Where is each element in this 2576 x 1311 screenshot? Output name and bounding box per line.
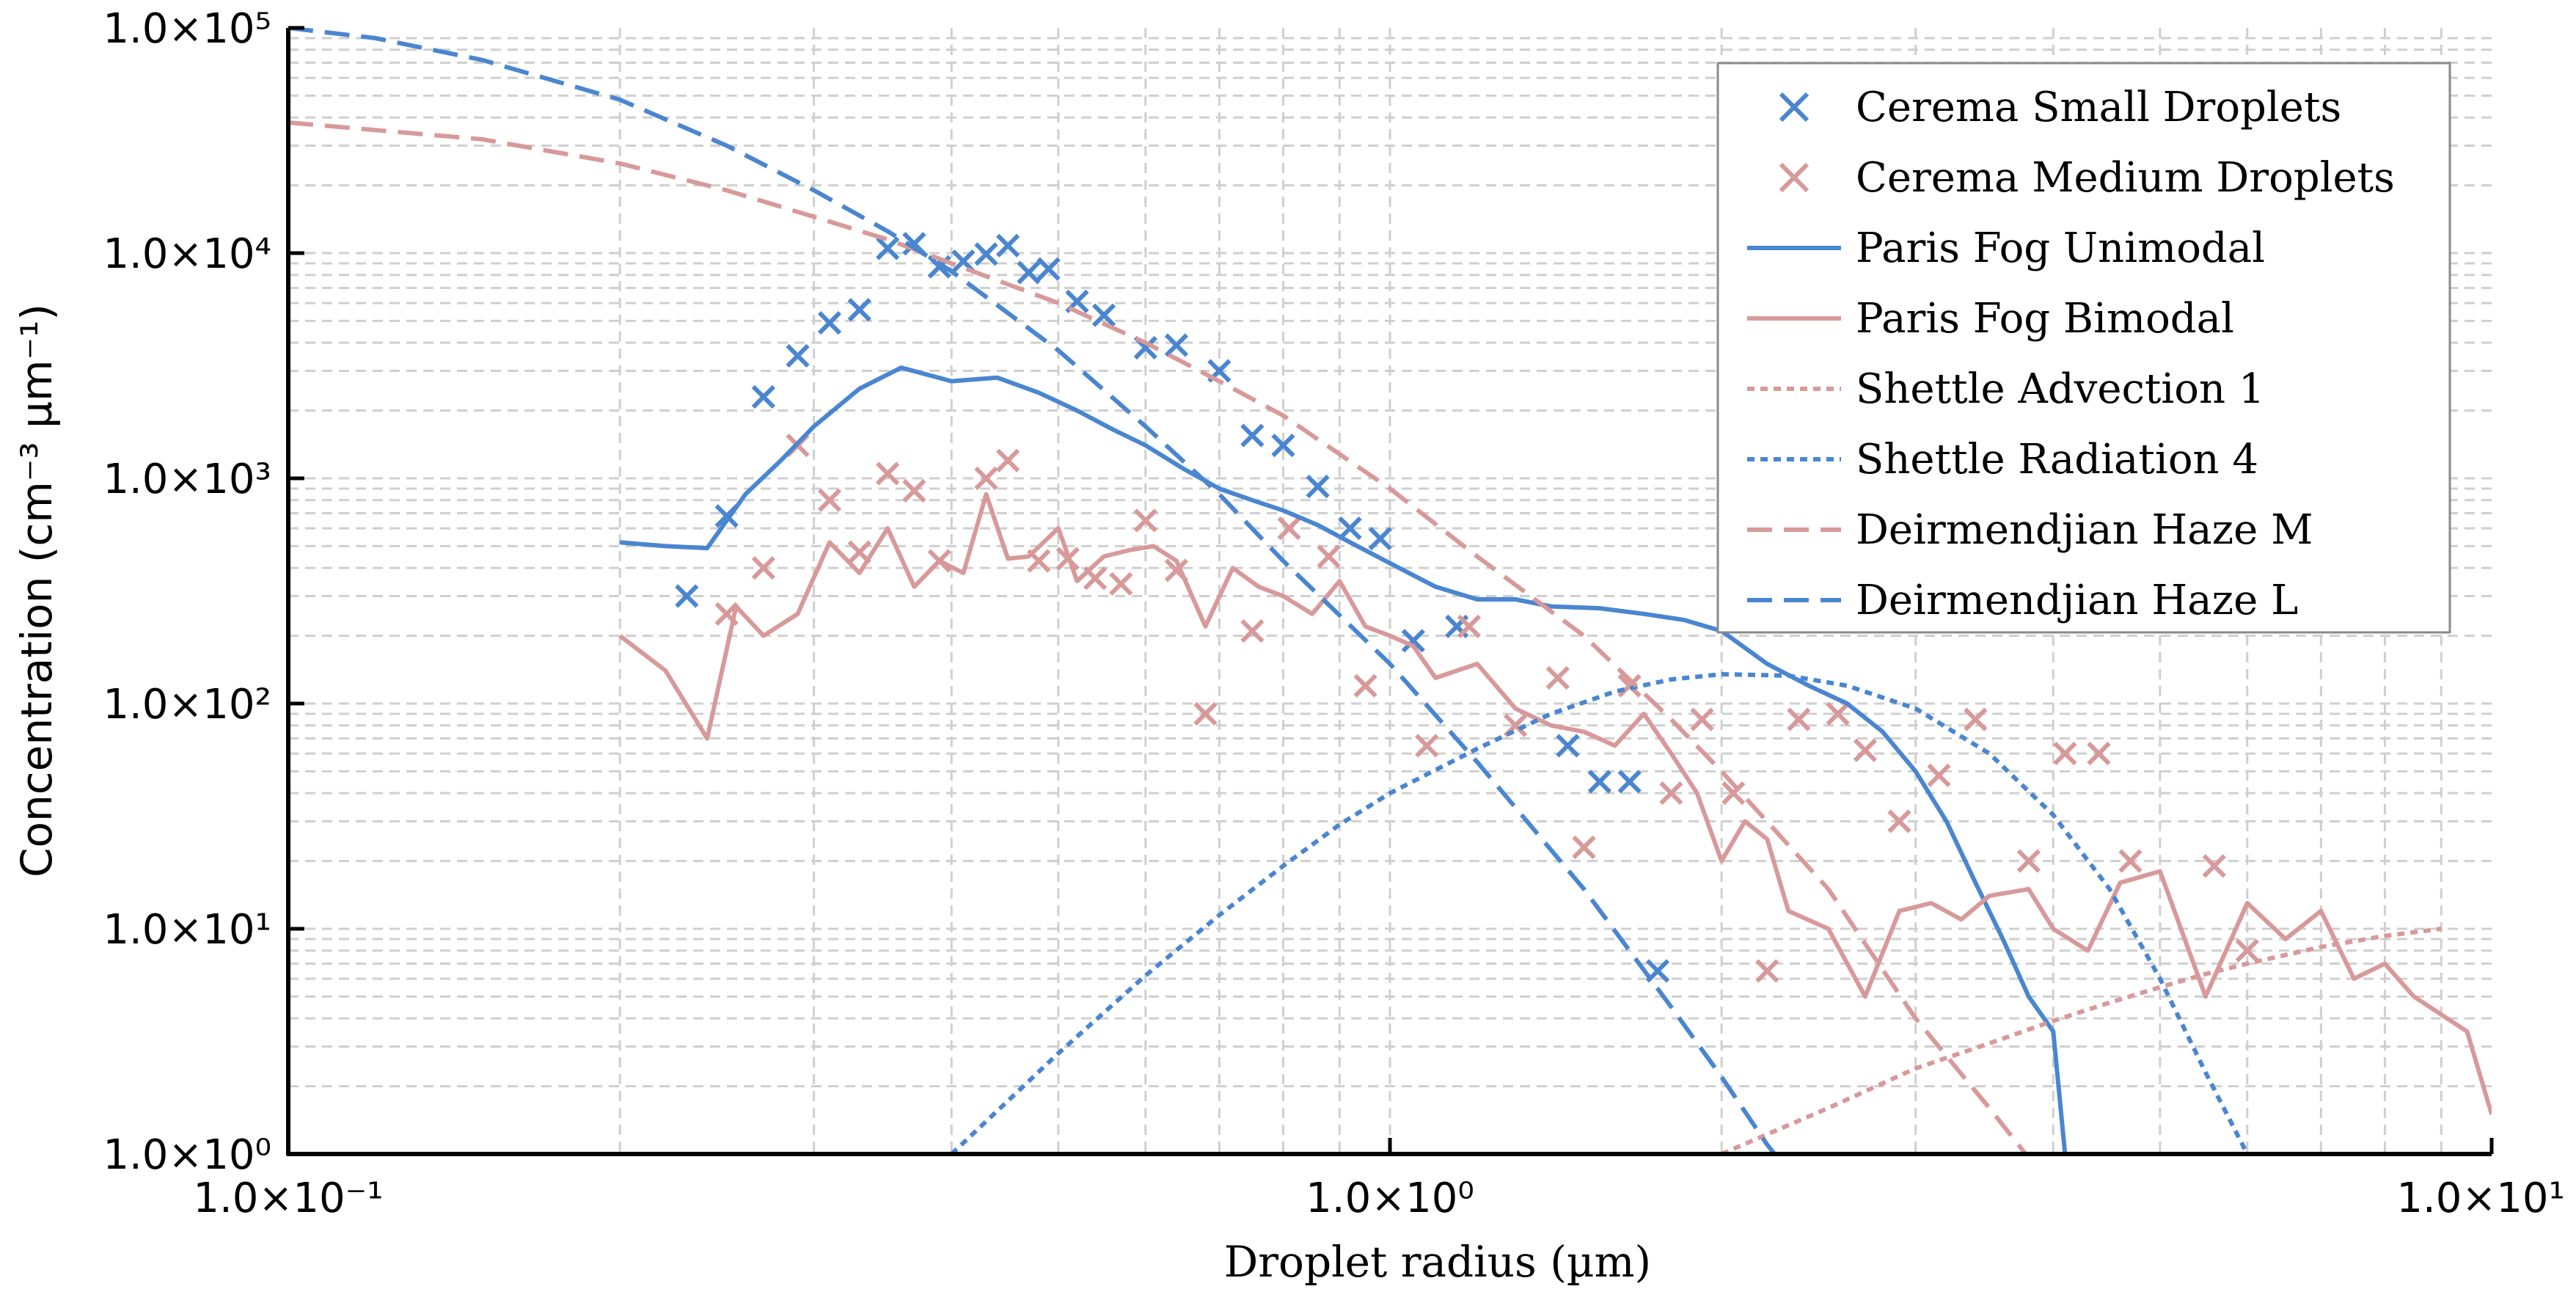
marker-x xyxy=(1306,474,1330,499)
marker-x xyxy=(1927,763,1951,787)
marker-x xyxy=(1853,738,1878,762)
marker-x xyxy=(2118,849,2143,873)
marker-x xyxy=(1964,707,1988,731)
series-layer xyxy=(288,28,2492,1154)
marker-x xyxy=(751,384,776,409)
axes xyxy=(286,26,2494,1156)
marker-x xyxy=(1617,673,1642,698)
legend-label: Deirmendjian Haze M xyxy=(1856,506,2313,554)
legend-label: Cerema Small Droplets xyxy=(1856,84,2341,131)
marker-x xyxy=(1271,434,1295,458)
marker-x xyxy=(1755,959,1779,983)
legend-label: Shettle Advection 1 xyxy=(1856,365,2264,413)
marker-x xyxy=(1091,303,1116,327)
marker-x xyxy=(1659,781,1683,806)
marker-x xyxy=(1415,734,1439,758)
marker-x xyxy=(1617,770,1642,794)
legend-label: Paris Fog Unimodal xyxy=(1856,224,2265,272)
marker-x xyxy=(1317,544,1341,569)
marker-x xyxy=(786,343,810,368)
y-tick-label: 1.0×10⁴ xyxy=(103,230,271,278)
marker-x xyxy=(1887,809,1911,833)
marker-x xyxy=(1036,257,1061,281)
marker-x xyxy=(1572,835,1596,860)
y-axis-title: Concentration (cm⁻³ µm⁻¹) xyxy=(12,304,62,877)
legend-label: Paris Fog Bimodal xyxy=(1856,295,2234,343)
marker-x xyxy=(1368,527,1392,551)
marker-x xyxy=(1277,516,1301,541)
marker-x xyxy=(2016,849,2041,873)
x-tick-label: 1.0×10⁰ xyxy=(1306,1175,1474,1222)
marker-x xyxy=(1587,770,1612,794)
legend-label: Shettle Radiation 4 xyxy=(1856,436,2258,483)
legend-box xyxy=(1716,62,2451,634)
marker-x xyxy=(902,478,926,503)
marker-x xyxy=(1193,701,1218,726)
marker-x xyxy=(876,236,900,260)
marker-x xyxy=(1240,618,1265,643)
marker-x xyxy=(1457,614,1482,638)
marker-x xyxy=(751,556,776,580)
legend-label: Cerema Medium Droplets xyxy=(1856,154,2395,202)
series-line xyxy=(619,365,2068,1154)
marker-x xyxy=(1401,629,1425,653)
y-tick-label: 1.0×10² xyxy=(103,681,271,728)
marker-x xyxy=(1164,333,1189,357)
marker-x xyxy=(2235,938,2259,963)
marker-x xyxy=(1338,516,1362,541)
series-line xyxy=(288,120,2029,1154)
series-line xyxy=(618,492,2492,1115)
marker-x xyxy=(974,242,998,266)
x-axis-title: Droplet radius (µm) xyxy=(1224,1237,1651,1287)
marker-x xyxy=(1721,781,1746,806)
marker-x xyxy=(974,466,998,491)
marker-x xyxy=(817,310,842,335)
marker-x xyxy=(2053,741,2077,766)
marker-x xyxy=(1690,707,1714,731)
marker-x xyxy=(817,488,842,512)
series-line xyxy=(1720,927,2442,1154)
marker-x xyxy=(1545,665,1570,690)
x-tick-label: 1.0×10⁻¹ xyxy=(193,1175,383,1222)
y-tick-label: 1.0×10⁵ xyxy=(103,5,271,53)
tick-labels: 1.0×10⁰ 1.0×10¹ 1.0×10² 1.0×10³ 1.0×10⁴ 1.0×1… xyxy=(103,5,2565,1222)
legend-label: Deirmendjian Haze L xyxy=(1856,577,2298,624)
marker-x xyxy=(996,448,1020,472)
marker-x xyxy=(996,233,1020,258)
x-tick-label: 1.0×10¹ xyxy=(2396,1175,2565,1222)
y-tick-label: 1.0×10³ xyxy=(103,456,271,503)
marker-x xyxy=(876,461,900,486)
marker-x xyxy=(2087,741,2111,766)
marker-x xyxy=(1240,423,1265,448)
series-line xyxy=(288,28,1778,1154)
marker-x xyxy=(675,584,699,608)
marker-x xyxy=(847,298,871,322)
series-line xyxy=(950,672,2250,1154)
y-tick-label: 1.0×10¹ xyxy=(103,906,271,954)
marker-x xyxy=(1353,673,1377,698)
marker-x xyxy=(1133,508,1157,533)
marker-x xyxy=(1017,260,1041,285)
marker-x xyxy=(1826,701,1850,726)
marker-x xyxy=(1109,571,1133,596)
legend-marker-x xyxy=(1779,162,1810,193)
marker-x xyxy=(1556,734,1580,758)
y-tick-label: 1.0×10⁰ xyxy=(103,1131,271,1179)
legend-marker-x xyxy=(1779,92,1810,123)
marker-x xyxy=(2202,854,2226,878)
marker-x xyxy=(1787,707,1811,731)
legend: Cerema Small Droplets Cerema Medium Dropl… xyxy=(1716,62,2451,634)
